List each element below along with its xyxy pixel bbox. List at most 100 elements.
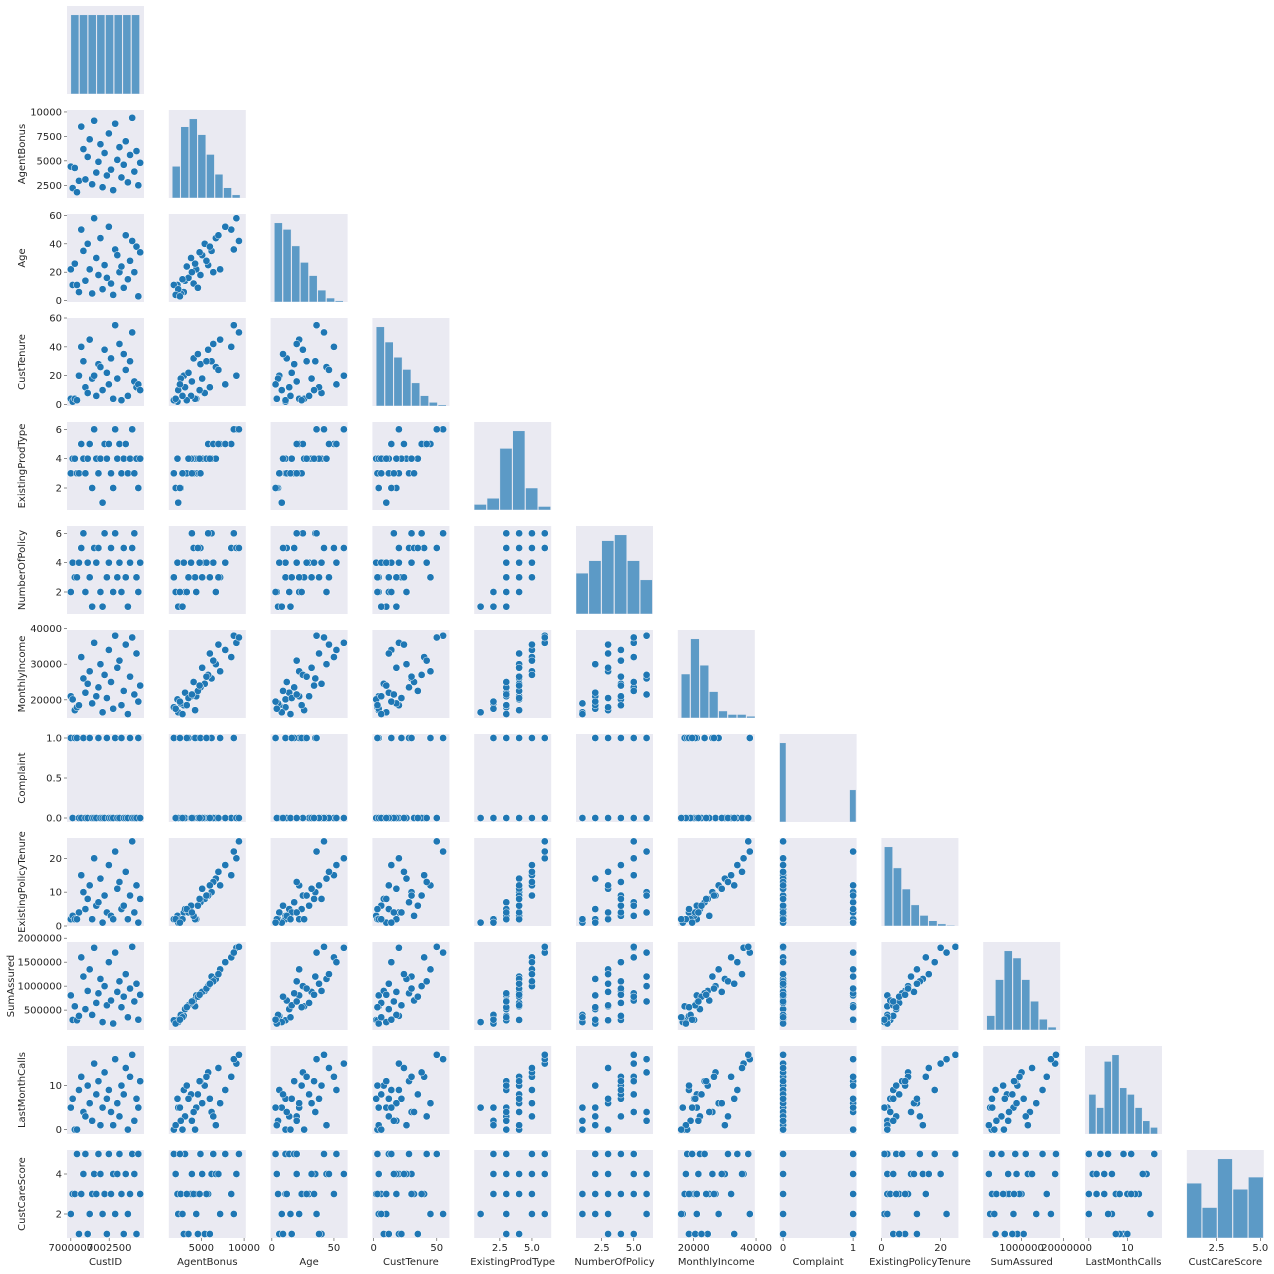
scatter-point [738,867,746,876]
panel [170,942,243,1028]
scatter-point [1052,1050,1060,1059]
scatter-point [913,1230,921,1238]
scatter-point [395,425,403,434]
scatter-point [229,1210,238,1218]
scatter-point [382,498,391,507]
scatter-point [310,814,318,822]
histogram-bar [105,14,114,94]
scatter-point [951,1050,959,1059]
scatter-point [382,681,391,690]
panel [67,214,144,301]
scatter-point [387,484,396,492]
scatter-point [413,814,422,822]
scatter-point [377,602,386,611]
y-tick-label: 1000000 [17,982,62,993]
scatter-point [310,558,318,567]
scatter-point [730,979,739,988]
scatter-point [476,1018,485,1026]
panel [67,1050,144,1134]
scatter-point [285,588,294,596]
scatter-point [384,649,393,658]
scatter-point [85,440,94,448]
scatter-point [422,1150,431,1158]
scatter-point [377,692,386,701]
scatter-point [209,1112,218,1121]
scatter-point [540,633,549,642]
scatter-point [913,1094,921,1103]
scatter-point [930,1086,939,1094]
histogram-bar [223,187,232,198]
scatter-point [883,1125,892,1134]
scatter-point [188,690,196,699]
panel [170,838,243,926]
scatter-point [96,363,105,371]
scatter-point [642,847,651,856]
scatter-point [100,1068,109,1077]
scatter-point [317,558,326,567]
scatter-point [397,734,406,742]
scatter-point [194,901,202,910]
scatter-point [439,529,447,538]
scatter-point [629,1170,638,1178]
scatter-point [198,573,207,582]
scatter-point [109,915,118,924]
scatter-point [1012,1170,1021,1178]
scatter-point [629,633,638,642]
histogram-bar [197,134,207,198]
histogram-bar [1150,1127,1158,1134]
histogram-bar [910,904,920,926]
scatter-point [94,989,103,998]
scatter-point [96,1121,105,1130]
scatter-point [121,970,130,979]
scatter-point [202,1072,211,1081]
scatter-point [221,1086,230,1094]
y-tick-label: 0 [56,1125,62,1136]
scatter-point [132,242,141,251]
x-axis-label: CustID [89,1257,122,1268]
panel [578,1050,651,1134]
x-axis-label: AgentBonus [177,1257,237,1268]
scatter-point [502,989,511,998]
scatter-point [540,1150,549,1158]
scatter-point [1119,1150,1128,1158]
scatter-point [330,343,338,351]
scatter-point [221,440,230,448]
scatter-point [292,558,301,567]
scatter-point [81,1112,90,1121]
scatter-point [271,734,280,742]
scatter-point [107,469,115,478]
scatter-point [489,734,498,742]
scatter-point [373,1003,382,1012]
panel [884,846,956,926]
scatter-point [178,275,187,284]
scatter-point [528,1086,536,1094]
scatter-point [196,271,205,279]
scatter-point [779,1170,787,1178]
scatter-point [1042,1190,1051,1198]
scatter-point [936,943,945,952]
scatter-point [502,588,511,596]
histogram-bar [1003,950,1013,1030]
scatter-point [311,1108,320,1116]
scatter-point [988,1150,997,1158]
scatter-point [395,558,403,567]
scatter-point [115,878,124,886]
scatter-point [279,454,287,463]
scatter-point [111,1210,120,1218]
scatter-point [182,588,191,596]
scatter-point [90,1059,98,1068]
scatter-point [1138,1170,1147,1178]
scatter-point [373,1081,382,1090]
panel [271,529,348,611]
x-axis-label: Complaint [793,1257,844,1268]
scatter-point [111,631,120,640]
scatter-point [502,1170,511,1178]
scatter-point [119,283,128,292]
scatter-point [195,895,204,903]
scatter-point [688,1103,696,1112]
scatter-point [75,176,83,185]
scatter-point [733,1150,742,1158]
scatter-point [604,703,612,712]
scatter-point [214,573,223,582]
